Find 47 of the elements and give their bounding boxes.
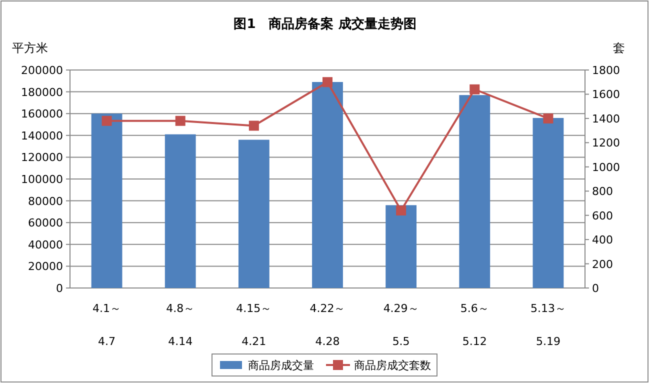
point [102,116,112,126]
category-label: 5.13～ 5.19 [530,302,566,348]
category-label: 4.22～ 4.28 [310,302,346,348]
y-tick-label: 60000 [28,216,63,230]
point [322,77,332,88]
point [396,205,406,216]
y2-tick-label: 1800 [592,64,620,77]
point [470,84,480,94]
bar [312,82,343,288]
y-tick-label: 0 [56,282,63,295]
y-tick-label: 140000 [21,129,63,142]
legend-label: 商品房成交套数 [354,359,431,372]
bar [91,114,122,288]
category-label: 4.15～ 4.21 [236,302,272,348]
y2-tick-label: 1200 [592,136,620,150]
y-tick-label: 180000 [21,86,63,99]
y2-tick-label: 0 [592,282,599,295]
y2-tick-label: 400 [592,234,613,247]
y2-tick-label: 1000 [592,160,620,174]
bar [238,140,270,288]
point [543,113,554,124]
category-label: 4.8～ 4.14 [166,302,195,348]
bar [164,134,196,288]
y2-tick-label: 600 [592,209,613,222]
category-label: 4.1～ 4.7 [92,302,122,348]
bar [386,205,417,288]
y2-tick-label: 1600 [592,88,620,102]
point [175,116,186,126]
y-tick-label: 120000 [21,151,63,164]
bar [459,95,490,288]
y-tick-label: 20000 [28,260,63,274]
category-label: 5.6～ 5.12 [460,302,489,348]
y-tick-label: 160000 [21,108,63,121]
chart-title: 图1 商品房备案 成交量走势图 [234,16,416,32]
y-axis-title: 平方米 [12,41,48,55]
y2-tick-label: 1400 [592,112,620,126]
legend-label: 商品房成交量 [248,359,314,372]
category-label: 4.29～ 5.5 [383,302,419,348]
y-tick-label: 80000 [28,194,63,208]
bar [532,118,564,288]
y2-tick-label: 200 [592,258,613,271]
y2-tick-label: 800 [592,185,613,198]
y-tick-label: 200000 [21,64,63,77]
y-tick-label: 100000 [21,173,63,186]
point [248,120,259,131]
y2-axis-title: 套 [613,41,625,55]
y-tick-label: 40000 [28,238,63,252]
